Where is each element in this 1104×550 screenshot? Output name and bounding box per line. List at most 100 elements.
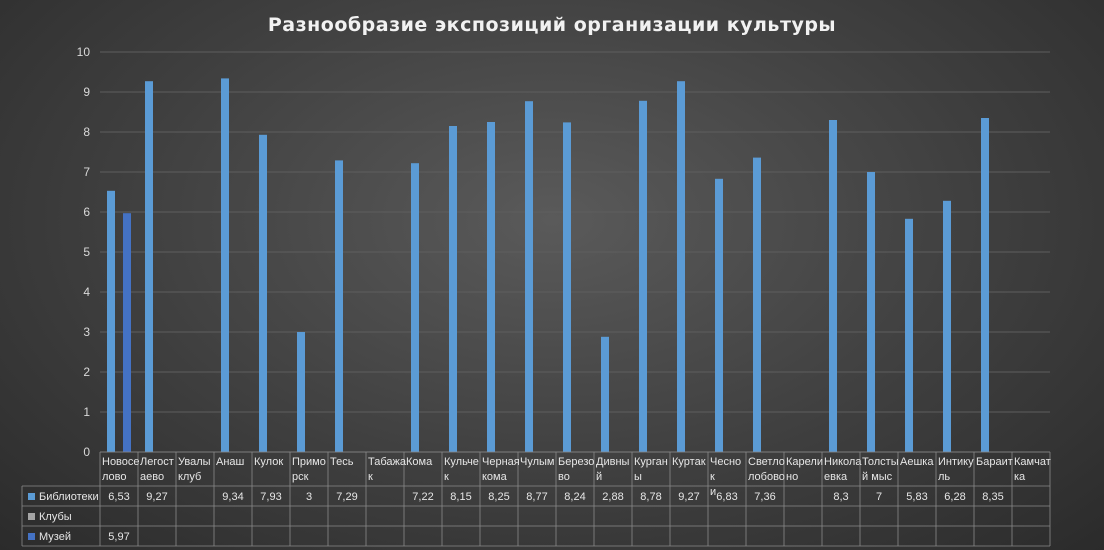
bar-0-6	[335, 160, 343, 452]
category-label: и	[710, 486, 716, 498]
y-tick-label: 8	[83, 125, 90, 139]
y-tick-label: 0	[83, 445, 90, 459]
category-label: й	[596, 471, 602, 483]
data-label: 7,93	[260, 491, 281, 503]
category-label: Куртак	[672, 456, 706, 468]
category-label: Увалы	[178, 456, 211, 468]
bar-0-13	[601, 336, 609, 452]
category-label: Карели	[786, 456, 823, 468]
bar-0-10	[487, 122, 495, 452]
y-tick-label: 7	[83, 165, 90, 179]
bar-0-15	[677, 81, 685, 452]
data-label: 3	[306, 491, 312, 503]
data-label: 7,29	[336, 491, 357, 503]
bar-0-20	[867, 172, 875, 452]
data-label: 5,83	[906, 491, 927, 503]
category-label: Кома	[406, 456, 433, 468]
category-label: евка	[824, 471, 848, 483]
bar-0-5	[297, 332, 305, 452]
category-label: во	[558, 471, 570, 483]
y-tick-label: 4	[83, 285, 90, 299]
legend-entry-0: Библиотеки	[39, 491, 99, 503]
category-label: Камчат	[1014, 456, 1051, 468]
bar-0-9	[449, 126, 457, 452]
data-label: 2,88	[602, 491, 623, 503]
data-label: 6,83	[716, 491, 737, 503]
category-label: Легост	[140, 456, 174, 468]
data-label: 8,24	[564, 491, 585, 503]
y-tick-label: 6	[83, 205, 90, 219]
bars	[107, 78, 989, 453]
data-label: 9,27	[678, 491, 699, 503]
data-label: 9,27	[146, 491, 167, 503]
legend-entry-1: Клубы	[39, 511, 72, 523]
category-label: рск	[292, 471, 309, 483]
bar-0-22	[943, 200, 951, 452]
category-label: Кулок	[254, 456, 283, 468]
legend-entry-2: Музей	[39, 531, 71, 543]
category-label: Чесно	[710, 456, 741, 468]
category-label: ль	[938, 471, 950, 483]
category-label: клуб	[178, 471, 201, 483]
bar-0-4	[259, 134, 267, 453]
data-label: 7	[876, 491, 882, 503]
data-label: 7,22	[412, 491, 433, 503]
category-label: ка	[1014, 471, 1026, 483]
bar-0-16	[715, 178, 723, 453]
category-label: Примо	[292, 456, 326, 468]
category-label: Табажа	[368, 456, 407, 468]
category-label: лобово	[748, 471, 785, 483]
y-tick-label: 3	[83, 325, 90, 339]
y-tick-label: 5	[83, 245, 90, 259]
category-label: к	[368, 471, 373, 483]
bar-0-14	[639, 100, 647, 453]
data-label: 8,35	[982, 491, 1003, 503]
data-label: 5,97	[108, 531, 129, 543]
category-label: Новосе	[102, 456, 140, 468]
category-label: Анаш	[216, 456, 245, 468]
bar-0-8	[411, 163, 419, 452]
category-label: Тесь	[330, 456, 354, 468]
category-label: Дивны	[596, 456, 630, 468]
data-label: 8,78	[640, 491, 661, 503]
chart-title: Разнообразие экспозиций организации куль…	[268, 14, 836, 36]
legend-swatch-1	[28, 513, 35, 520]
category-label: кома	[482, 471, 508, 483]
category-label: Светло	[748, 456, 785, 468]
category-label: Черная	[482, 456, 520, 468]
y-tick-label: 10	[77, 45, 91, 59]
category-label: Интику	[938, 456, 974, 468]
bar-2-0	[123, 213, 131, 452]
category-label: Кульче	[444, 456, 479, 468]
bar-0-1	[145, 81, 153, 452]
bar-0-12	[563, 122, 571, 453]
legend-swatch-2	[28, 533, 35, 540]
y-tick-label: 2	[83, 365, 90, 379]
y-tick-label: 9	[83, 85, 90, 99]
bar-0-3	[221, 78, 229, 453]
data-label: 8,77	[526, 491, 547, 503]
data-label: 8,15	[450, 491, 471, 503]
y-axis-ticks: 0 1 2 3 4 5 6 7 8 9 10	[77, 45, 91, 459]
legend-swatch-0	[28, 493, 35, 500]
bar-0-17	[753, 157, 761, 452]
category-label: но	[786, 471, 798, 483]
data-label: 6,28	[944, 491, 965, 503]
category-label: Никола	[824, 456, 862, 468]
category-label: й мыс	[862, 471, 893, 483]
gridlines	[100, 51, 1050, 453]
category-label: лово	[102, 471, 127, 483]
category-label: ы	[634, 471, 642, 483]
y-tick-label: 1	[83, 405, 90, 419]
data-label: 9,34	[222, 491, 243, 503]
bar-0-19	[829, 120, 837, 452]
category-label: аево	[140, 471, 164, 483]
bar-0-11	[525, 101, 533, 452]
category-label: к	[710, 471, 715, 483]
data-label: 6,53	[108, 491, 129, 503]
data-label: 8,25	[488, 491, 509, 503]
bar-0-21	[905, 218, 913, 452]
category-label: Березо	[558, 456, 594, 468]
